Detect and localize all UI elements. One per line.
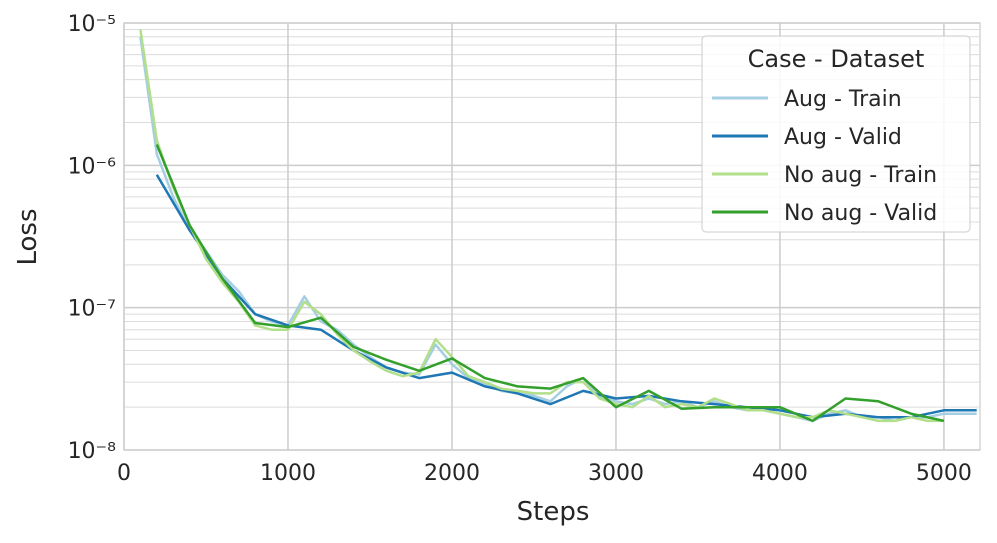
series-line <box>155 144 945 423</box>
legend-label: Aug - Valid <box>784 125 902 150</box>
x-tick-label: 5000 <box>916 461 972 486</box>
legend-box <box>701 35 971 233</box>
x-axis-label: Steps <box>517 497 590 527</box>
y-tick-label: 10⁻⁷ <box>68 297 116 322</box>
x-tick-label: 2000 <box>424 461 480 486</box>
y-tick-label: 10⁻⁸ <box>68 439 117 464</box>
legend-title: Case - Dataset <box>748 45 925 73</box>
legend-label: No aug - Valid <box>784 201 937 226</box>
x-tick-label: 4000 <box>752 461 808 486</box>
x-tick-label: 1000 <box>260 461 316 486</box>
x-tick-label: 3000 <box>588 461 644 486</box>
legend-label: Aug - Train <box>784 87 902 112</box>
legend-label: No aug - Train <box>784 163 937 188</box>
y-axis-label: Loss <box>13 208 43 265</box>
series-line <box>139 29 944 423</box>
x-tick-label: 0 <box>117 461 131 486</box>
y-tick-label: 10⁻⁶ <box>68 154 117 179</box>
y-tick-label: 10⁻⁵ <box>68 12 116 37</box>
